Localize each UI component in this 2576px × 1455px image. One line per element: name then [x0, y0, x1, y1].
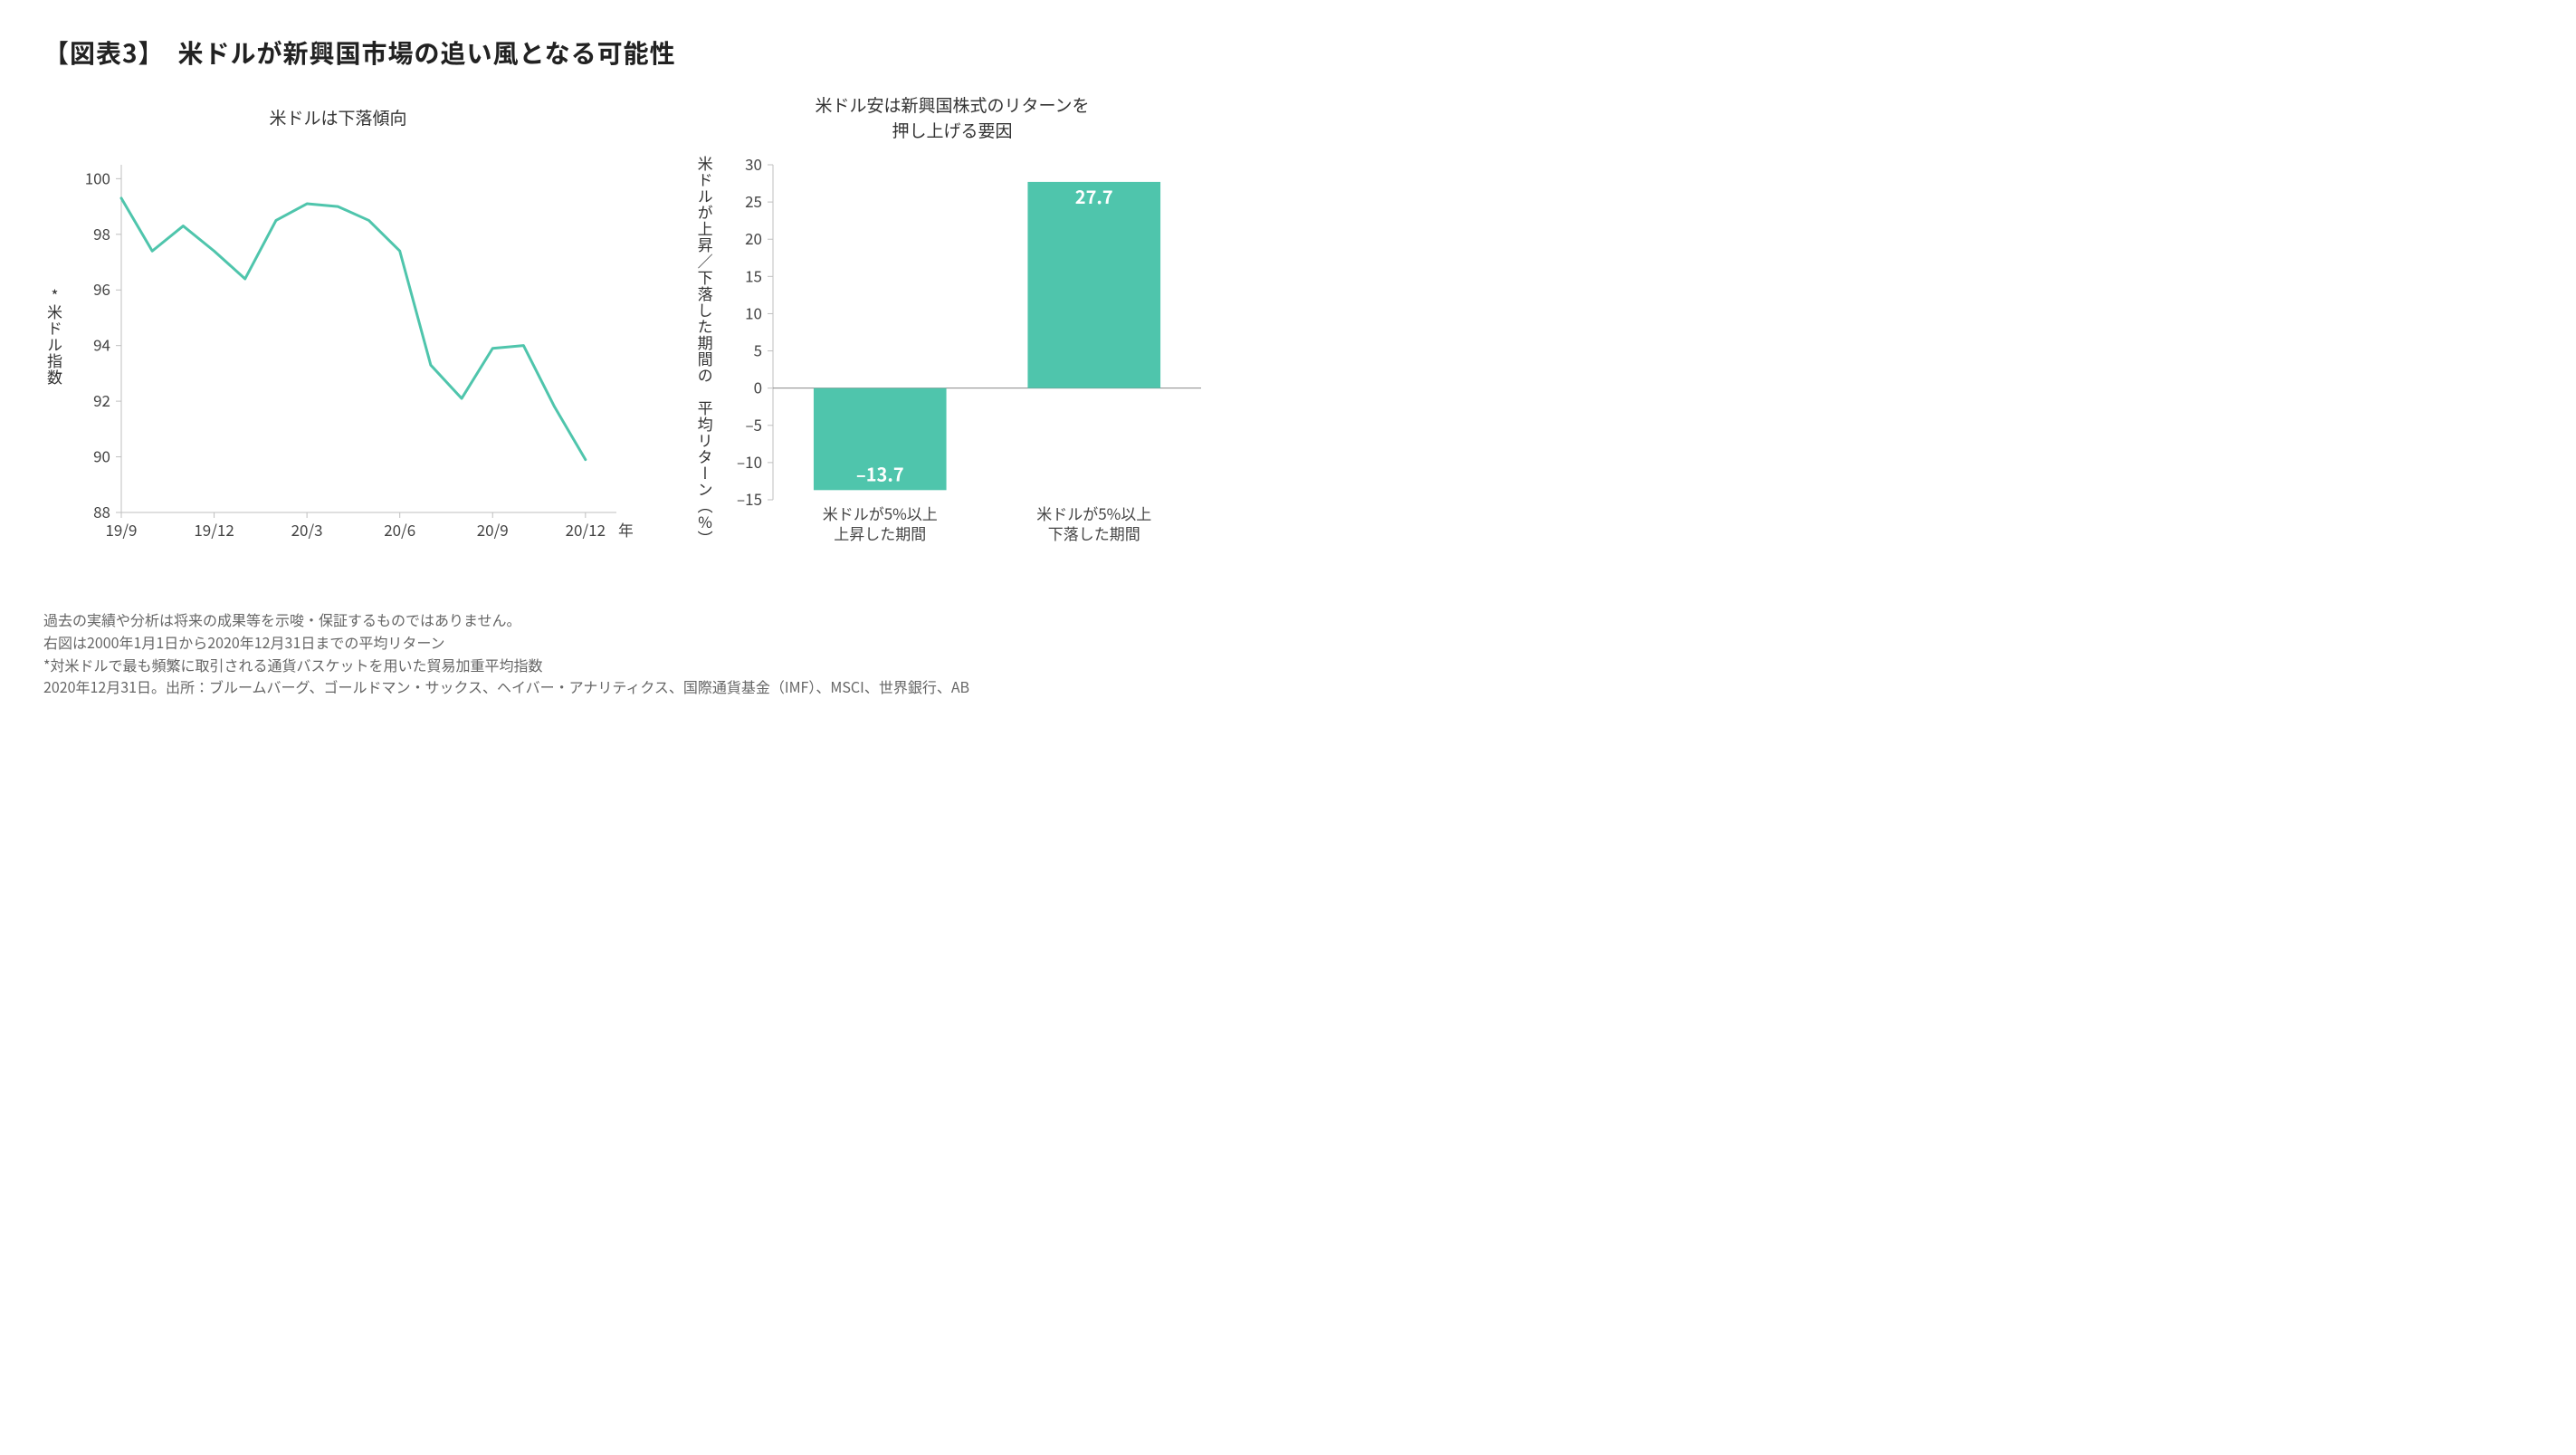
svg-text:20: 20: [745, 226, 762, 249]
line-chart-panel: 米ドルは下落傾向 *米ドル指数 88909294969810019/919/12…: [43, 92, 633, 554]
svg-text:94: 94: [93, 333, 110, 356]
svg-text:5: 5: [753, 339, 761, 361]
svg-text:96: 96: [93, 277, 110, 300]
footnote-line: 右図は2000年1月1日から2020年12月31日までの平均リターン: [43, 631, 1245, 654]
line-chart-title: 米ドルは下落傾向: [269, 92, 406, 143]
svg-text:–10: –10: [737, 450, 762, 473]
svg-text:100: 100: [85, 166, 110, 188]
svg-text:98: 98: [93, 222, 110, 244]
svg-text:30: 30: [745, 156, 762, 175]
svg-text:–5: –5: [745, 413, 762, 436]
svg-text:15: 15: [745, 263, 762, 286]
svg-text:25: 25: [745, 189, 762, 212]
svg-text:10: 10: [745, 301, 762, 323]
charts-row: 米ドルは下落傾向 *米ドル指数 88909294969810019/919/12…: [43, 92, 1245, 583]
footnote-line: 過去の実績や分析は将来の成果等を示唆・保証するものではありません。: [43, 608, 1245, 631]
svg-text:–13.7: –13.7: [855, 460, 903, 486]
svg-text:年/月: 年/月: [618, 518, 633, 541]
svg-text:20/6: 20/6: [384, 518, 415, 541]
svg-text:下落した期間: 下落した期間: [1047, 522, 1140, 544]
bar-chart-title: 米ドル安は新興国株式のリターンを 押し上げる要因: [815, 92, 1089, 143]
svg-text:92: 92: [93, 388, 110, 411]
footnote-line: *対米ドルで最も頻繁に取引される通貨バスケットを用いた貿易加重平均指数: [43, 654, 1245, 676]
footnotes: 過去の実績や分析は将来の成果等を示唆・保証するものではありません。 右図は200…: [43, 608, 1245, 698]
svg-text:–15: –15: [737, 487, 762, 510]
footnote-line: 2020年12月31日。出所：ブルームバーグ、ゴールドマン・サックス、ヘイバー・…: [43, 675, 1245, 698]
bar-chart-y-axis-label: 米ドルが上昇／下落した期間の 平均リターン（%）: [692, 156, 722, 583]
svg-text:19/9: 19/9: [106, 518, 138, 541]
svg-text:0: 0: [753, 376, 761, 398]
svg-text:27.7: 27.7: [1074, 183, 1112, 209]
svg-text:20/3: 20/3: [291, 518, 323, 541]
line-chart: 88909294969810019/919/1220/320/620/920/1…: [72, 156, 633, 554]
page-title: 【図表3】 米ドルが新興国市場の追い風となる可能性: [43, 34, 1245, 71]
svg-text:90: 90: [93, 445, 110, 467]
bar-chart: –15–10–5051015202530–13.7米ドルが5%以上上昇した期間2…: [723, 156, 1212, 554]
bar-chart-panel: 米ドル安は新興国株式のリターンを 押し上げる要因 米ドルが上昇／下落した期間の …: [660, 92, 1245, 583]
svg-text:19/12: 19/12: [194, 518, 234, 541]
line-chart-y-axis-label: *米ドル指数: [43, 156, 72, 554]
svg-text:20/12: 20/12: [566, 518, 606, 541]
svg-text:20/9: 20/9: [477, 518, 509, 541]
svg-text:上昇した期間: 上昇した期間: [834, 522, 926, 544]
